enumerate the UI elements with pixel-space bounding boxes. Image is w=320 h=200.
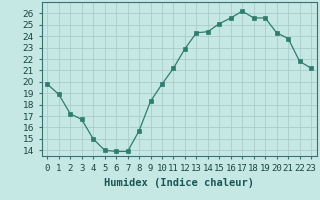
X-axis label: Humidex (Indice chaleur): Humidex (Indice chaleur) — [104, 178, 254, 188]
